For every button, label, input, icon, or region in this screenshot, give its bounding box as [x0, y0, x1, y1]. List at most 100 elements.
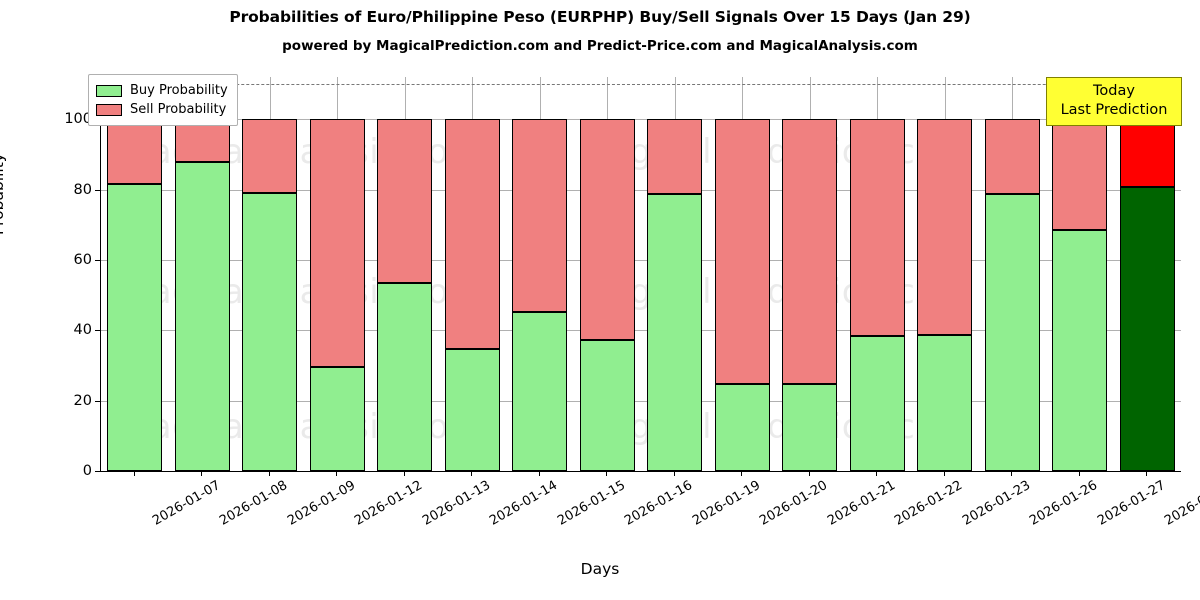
bar-group[interactable] [782, 77, 838, 471]
bar-segment-buy[interactable] [1052, 230, 1108, 471]
legend-item-buy: Buy Probability [96, 81, 228, 100]
bar-segment-sell[interactable] [377, 119, 433, 284]
x-tick-label: 2026-01-14 [487, 478, 561, 529]
gridline-horizontal [101, 259, 1181, 261]
bar-segment-buy[interactable] [377, 283, 433, 471]
x-tick-mark [943, 471, 945, 476]
bar-group[interactable] [849, 77, 905, 471]
bar-segment-sell[interactable] [1052, 119, 1108, 231]
bar-segment-buy[interactable] [849, 335, 905, 471]
bar-segment-buy[interactable] [174, 162, 230, 471]
y-tick-label: 0 [82, 463, 92, 479]
bar-segment-sell[interactable] [647, 119, 703, 194]
bar-segment-buy[interactable] [647, 193, 703, 471]
bar-segment-sell[interactable] [444, 119, 500, 349]
bar-segment-sell[interactable] [174, 119, 230, 163]
y-tick-label: 100 [64, 111, 92, 128]
x-tick-label: 2026-01-23 [959, 478, 1033, 529]
bar-segment-buy[interactable] [714, 383, 770, 471]
y-tick-mark [95, 259, 100, 261]
bar-segment-sell[interactable] [984, 119, 1040, 195]
x-tick-label: 2026-01-20 [757, 478, 831, 529]
bar-segment-sell[interactable] [849, 119, 905, 336]
chart-legend: Buy Probability Sell Probability [88, 74, 238, 126]
today-annotation: Today Last Prediction [1046, 77, 1182, 126]
gridline-horizontal [101, 119, 1181, 121]
bar-group[interactable] [174, 77, 230, 471]
x-tick-label: 2026-01-19 [689, 478, 763, 529]
bar-group[interactable] [1052, 77, 1108, 471]
y-tick-mark [95, 330, 100, 332]
bar-segment-sell[interactable] [1119, 119, 1175, 187]
y-tick-mark [95, 471, 100, 472]
x-axis-label: Days [580, 560, 620, 578]
x-tick-label: 2026-01-12 [352, 478, 426, 529]
watermark-text: MagicalPrediction.com [579, 407, 970, 447]
x-tick-mark [1146, 471, 1148, 476]
bar-group[interactable] [444, 77, 500, 471]
y-tick-label: 40 [73, 322, 92, 339]
y-tick-label: 80 [73, 181, 92, 198]
y-tick-mark [95, 400, 100, 402]
bar-group[interactable] [714, 77, 770, 471]
bar-group[interactable] [984, 77, 1040, 471]
x-tick-mark [403, 471, 405, 476]
x-tick-label: 2026-01-08 [217, 478, 291, 529]
bar-group[interactable] [579, 77, 635, 471]
x-tick-label: 2026-01-07 [149, 478, 223, 529]
bar-group[interactable] [107, 77, 163, 471]
x-tick-label: 2026-01-21 [824, 478, 898, 529]
chart-title: Probabilities of Euro/Philippine Peso (E… [229, 8, 971, 26]
bar-segment-sell[interactable] [579, 119, 635, 341]
x-tick-mark [201, 471, 203, 476]
gridline-horizontal [101, 400, 1181, 402]
chart-subtitle: powered by MagicalPrediction.com and Pre… [282, 38, 918, 54]
today-annotation-line2: Last Prediction [1060, 102, 1168, 118]
x-tick-mark [808, 471, 810, 476]
x-tick-label: 2026-01-27 [1094, 478, 1168, 529]
bar-segment-buy[interactable] [242, 192, 298, 471]
bar-segment-sell[interactable] [107, 119, 163, 185]
bar-segment-buy[interactable] [917, 335, 973, 471]
bar-segment-buy[interactable] [444, 348, 500, 471]
x-tick-label: 2026-01-16 [622, 478, 696, 529]
bar-segment-sell[interactable] [512, 119, 568, 312]
bar-group[interactable] [917, 77, 973, 471]
bar-group[interactable] [647, 77, 703, 471]
bar-group[interactable] [377, 77, 433, 471]
bar-segment-sell[interactable] [917, 119, 973, 336]
x-tick-mark [1011, 471, 1013, 476]
bar-group[interactable] [512, 77, 568, 471]
bar-segment-buy[interactable] [309, 366, 365, 471]
bar-segment-buy[interactable] [782, 383, 838, 471]
x-tick-mark [741, 471, 743, 476]
bar-group[interactable] [1119, 77, 1175, 471]
bar-segment-buy[interactable] [512, 311, 568, 471]
legend-item-sell: Sell Probability [96, 100, 228, 119]
legend-label-sell: Sell Probability [130, 102, 227, 117]
y-axis-label: Probability [0, 153, 7, 235]
bar-segment-buy[interactable] [984, 194, 1040, 471]
x-tick-mark [133, 471, 135, 476]
legend-swatch-buy-icon [96, 84, 122, 97]
x-tick-label: 2026-01-22 [892, 478, 966, 529]
bar-group[interactable] [242, 77, 298, 471]
x-tick-label: 2026-01-26 [1027, 478, 1101, 529]
bar-segment-sell[interactable] [782, 119, 838, 384]
reference-line [101, 84, 1181, 86]
x-tick-mark [268, 471, 270, 476]
x-tick-mark [673, 471, 675, 476]
bar-group[interactable] [309, 77, 365, 471]
bar-segment-buy[interactable] [1119, 186, 1175, 471]
y-tick-label: 20 [73, 392, 92, 409]
gridline-horizontal [101, 189, 1181, 191]
x-tick-mark [336, 471, 338, 476]
bar-segment-buy[interactable] [107, 184, 163, 471]
x-tick-label: 2026-01-15 [554, 478, 628, 529]
bar-segment-sell[interactable] [242, 119, 298, 193]
bar-segment-sell[interactable] [714, 119, 770, 384]
bar-segment-buy[interactable] [579, 340, 635, 471]
x-tick-mark [606, 471, 608, 476]
bar-segment-sell[interactable] [309, 119, 365, 367]
